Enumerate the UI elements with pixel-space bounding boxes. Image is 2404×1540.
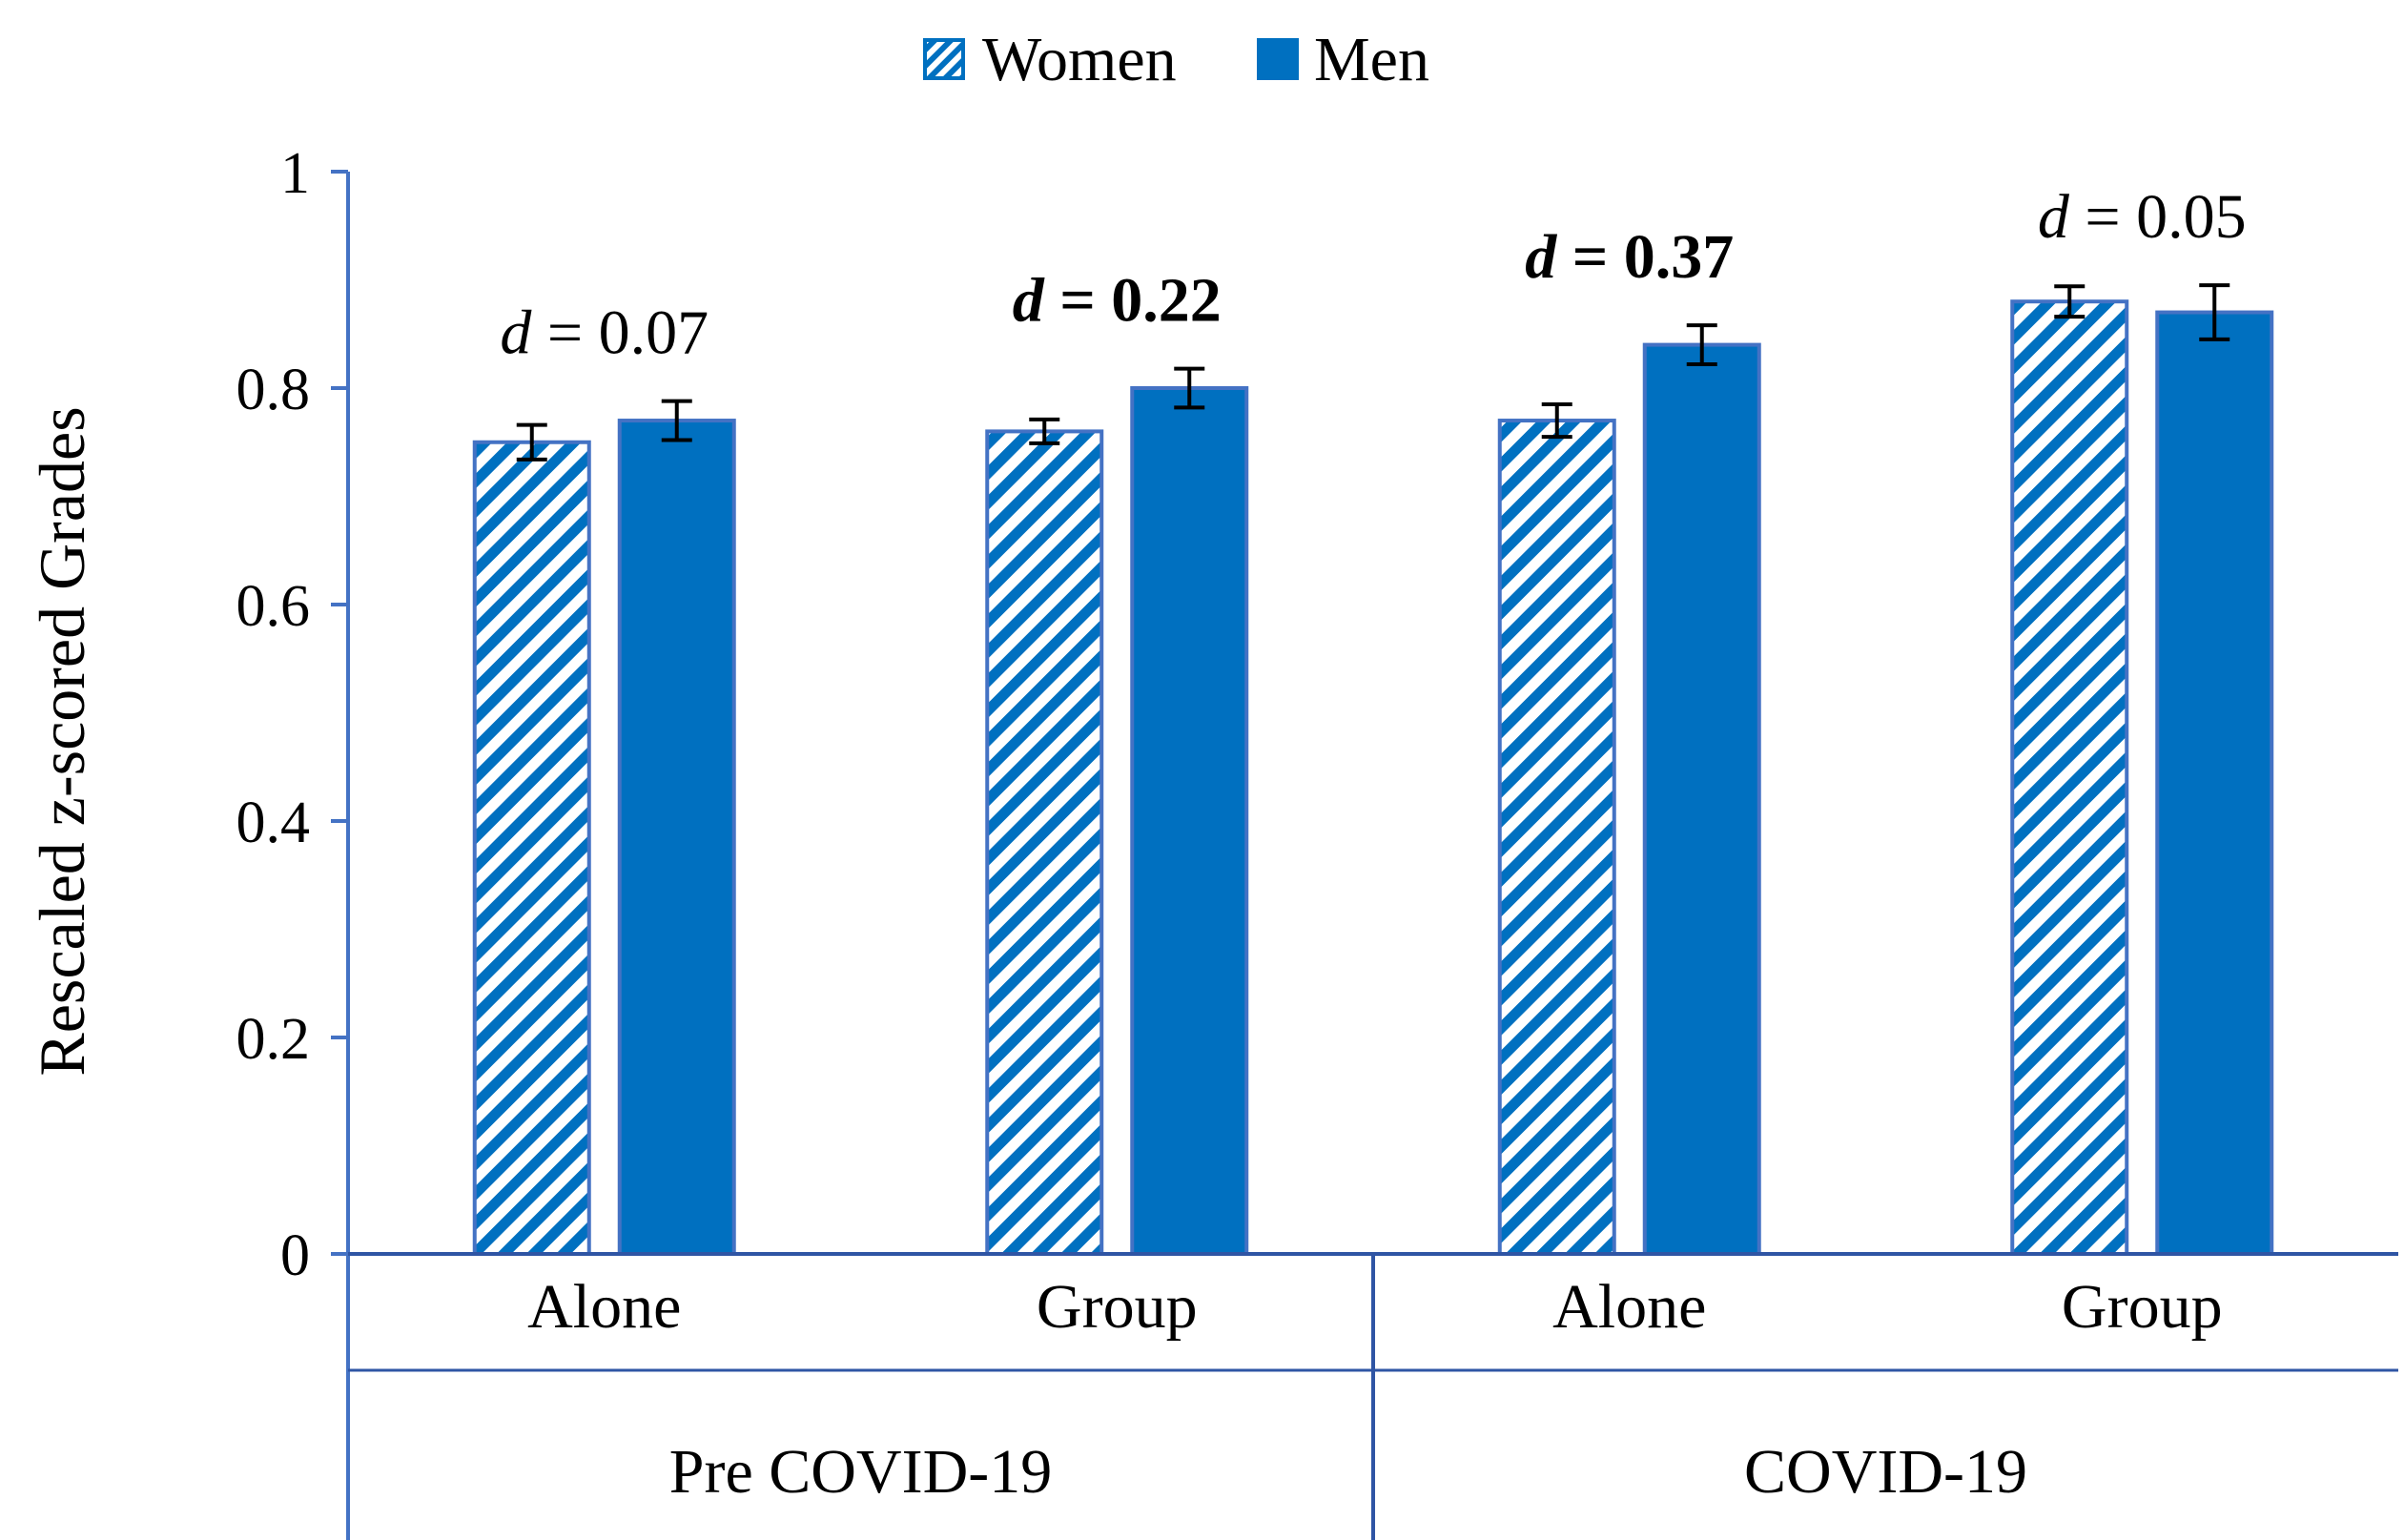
y-tick-label: 0.6 (236, 574, 311, 639)
y-tick-label: 0.8 (236, 358, 311, 422)
bar-women-3 (2010, 299, 2129, 1256)
x-category-label: Group (2062, 1272, 2223, 1342)
effect-size-symbol: d (1013, 266, 1045, 336)
y-tick-label: 0.4 (236, 791, 311, 855)
x-group-label: Pre COVID-19 (669, 1437, 1052, 1507)
y-tick-label: 1 (280, 141, 310, 206)
effect-size-symbol: d (1525, 222, 1557, 292)
bar-men-3 (2155, 310, 2274, 1256)
x-group-label: COVID-19 (1744, 1437, 2027, 1507)
effect-size-annotation: d = 0.07 (500, 298, 709, 368)
bar-women-2 (1497, 419, 1616, 1256)
effect-size-value: = 0.22 (1044, 266, 1222, 336)
y-axis-title: Rescaled z-scored Grades (26, 406, 98, 1076)
bar-women-1 (985, 429, 1104, 1256)
bar-women-0 (472, 440, 591, 1256)
effect-size-annotation: d = 0.05 (2038, 182, 2247, 252)
y-tick-label: 0 (280, 1223, 310, 1288)
bar-men-0 (617, 419, 736, 1256)
effect-size-value: = 0.05 (2069, 182, 2247, 252)
x-category-label: Alone (1552, 1272, 1706, 1342)
y-tick-label: 0.2 (236, 1007, 311, 1072)
bar-men-1 (1130, 386, 1249, 1256)
effect-size-symbol: d (2038, 182, 2070, 252)
x-category-label: Group (1037, 1272, 1198, 1342)
x-category-label: Alone (527, 1272, 681, 1342)
legend-label-men: Men (1314, 25, 1429, 94)
effect-size-symbol: d (500, 298, 532, 368)
legend-swatch-women (923, 38, 965, 80)
effect-size-value: = 0.37 (1556, 222, 1734, 292)
bar-men-2 (1642, 342, 1761, 1257)
legend-label-women: Women (982, 25, 1177, 94)
effect-size-value: = 0.07 (531, 298, 709, 368)
effect-size-annotation: d = 0.22 (1013, 266, 1222, 336)
legend-swatch-men (1257, 38, 1299, 80)
effect-size-annotation: d = 0.37 (1525, 222, 1734, 292)
